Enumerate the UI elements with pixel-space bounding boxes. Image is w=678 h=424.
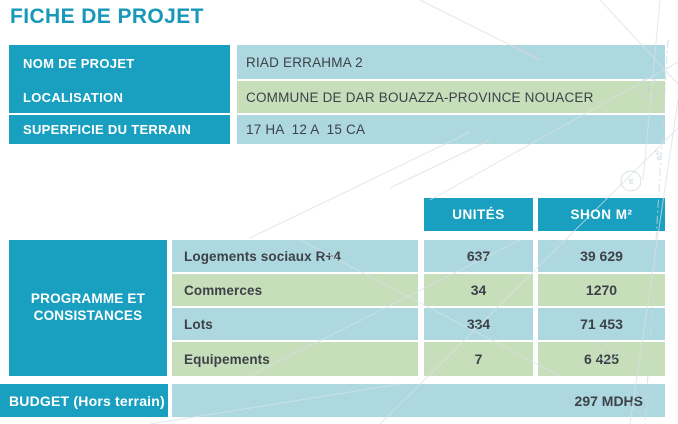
column-header-shon-m2: SHON M² xyxy=(538,198,665,231)
info-value-localisation: COMMUNE DE DAR BOUAZZA-PROVINCE NOUACER xyxy=(237,81,665,113)
info-value-superficie: 17 HA 12 A 15 CA xyxy=(237,115,665,144)
budget-label: BUDGET (Hors terrain) xyxy=(0,384,168,417)
svg-text:E: E xyxy=(629,179,634,186)
svg-text:18 M: 18 M xyxy=(653,149,661,161)
info-label-nom-de-projet: NOM DE PROJET xyxy=(9,45,230,81)
program-row-shon-logements: 39 629 xyxy=(538,240,665,272)
program-row-label-logements: Logements sociaux R+4 xyxy=(172,240,418,272)
program-row-unites-commerces: 34 xyxy=(424,274,533,306)
program-row-unites-logements: 637 xyxy=(424,240,533,272)
program-row-unites-equipements: 7 xyxy=(424,342,533,376)
program-row-unites-lots: 334 xyxy=(424,308,533,340)
budget-value: 297 MDHS xyxy=(172,384,665,417)
program-row-shon-commerces: 1270 xyxy=(538,274,665,306)
program-row-shon-equipements: 6 425 xyxy=(538,342,665,376)
program-row-label-commerces: Commerces xyxy=(172,274,418,306)
program-row-label-lots: Lots xyxy=(172,308,418,340)
info-value-nom-de-projet: RIAD ERRAHMA 2 xyxy=(237,45,665,79)
info-label-superficie: SUPERFICIE DU TERRAIN xyxy=(9,115,230,144)
page-title: FICHE DE PROJET xyxy=(10,5,204,28)
program-row-shon-lots: 71 453 xyxy=(538,308,665,340)
row-header-programme-et-consistances: PROGRAMME ET CONSISTANCES xyxy=(9,240,167,376)
program-row-label-equipements: Equipements xyxy=(172,342,418,376)
info-label-localisation: LOCALISATION xyxy=(9,81,230,113)
column-header-unites: UNITÉS xyxy=(424,198,533,231)
